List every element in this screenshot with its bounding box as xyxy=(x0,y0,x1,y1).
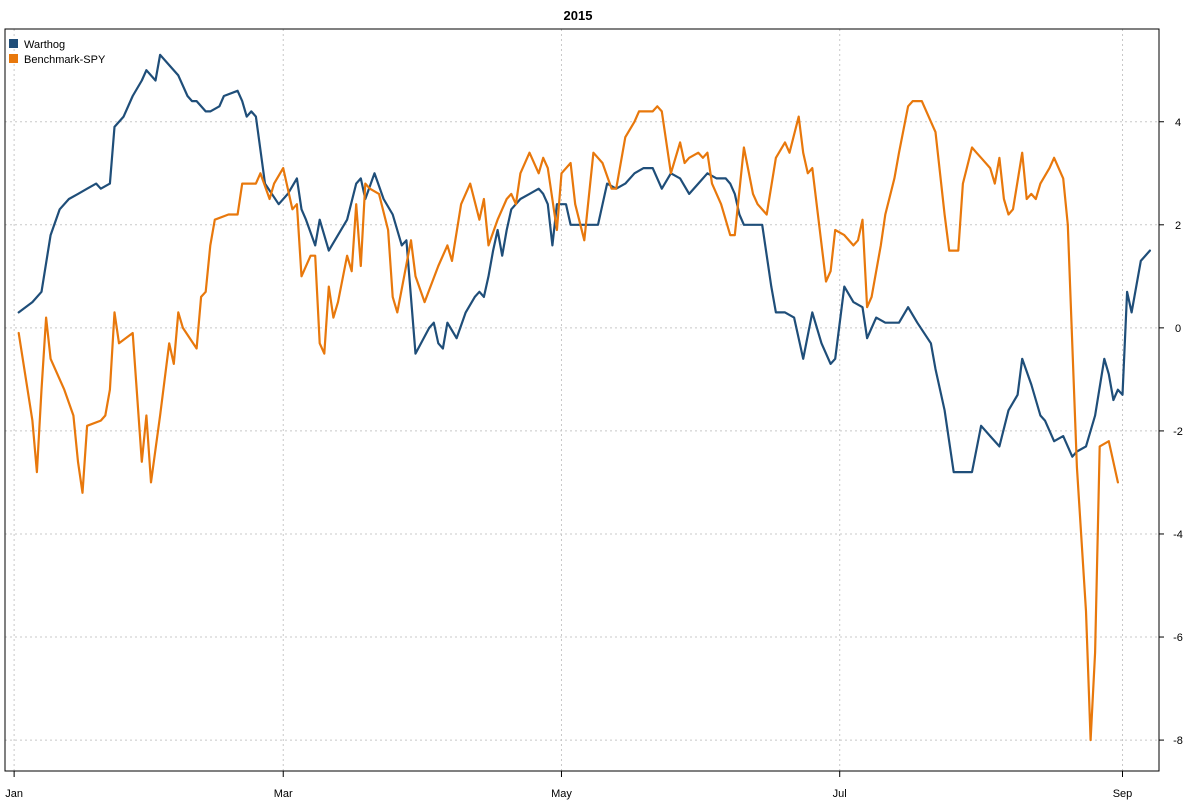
series-line-benchmark-spy xyxy=(17,100,1119,742)
x-tick-label: Sep xyxy=(1113,788,1133,800)
series-group xyxy=(17,53,1151,742)
x-tick-label: Jul xyxy=(833,788,847,800)
x-tick-label: May xyxy=(551,788,572,800)
plot-area-border xyxy=(4,28,1160,772)
legend-swatch-warthog xyxy=(9,39,18,48)
y-tick-label: -2 xyxy=(1173,426,1183,438)
legend: Warthog Benchmark-SPY xyxy=(9,39,106,66)
series-line-warthog xyxy=(17,53,1151,474)
y-tick-label: -8 xyxy=(1173,735,1183,747)
legend-label-benchmark-spy: Benchmark-SPY xyxy=(24,54,106,66)
legend-swatch-benchmark-spy xyxy=(9,54,18,63)
x-tick-label: Jan xyxy=(5,788,23,800)
chart-title: 2015 xyxy=(564,8,593,23)
legend-label-warthog: Warthog xyxy=(24,39,65,51)
y-tick-label: 0 xyxy=(1175,323,1181,335)
y-tick-label: -6 xyxy=(1173,632,1183,644)
y-tick-label: 4 xyxy=(1175,117,1181,129)
y-axis: 4 2 0 -2 -4 -6 -8 xyxy=(1159,117,1183,747)
x-tick-label: Mar xyxy=(274,788,293,800)
y-tick-label: -4 xyxy=(1173,529,1183,541)
y-tick-label: 2 xyxy=(1175,220,1181,232)
x-axis: Jan Mar May Jul Sep xyxy=(5,771,1132,800)
grid xyxy=(5,29,1159,771)
